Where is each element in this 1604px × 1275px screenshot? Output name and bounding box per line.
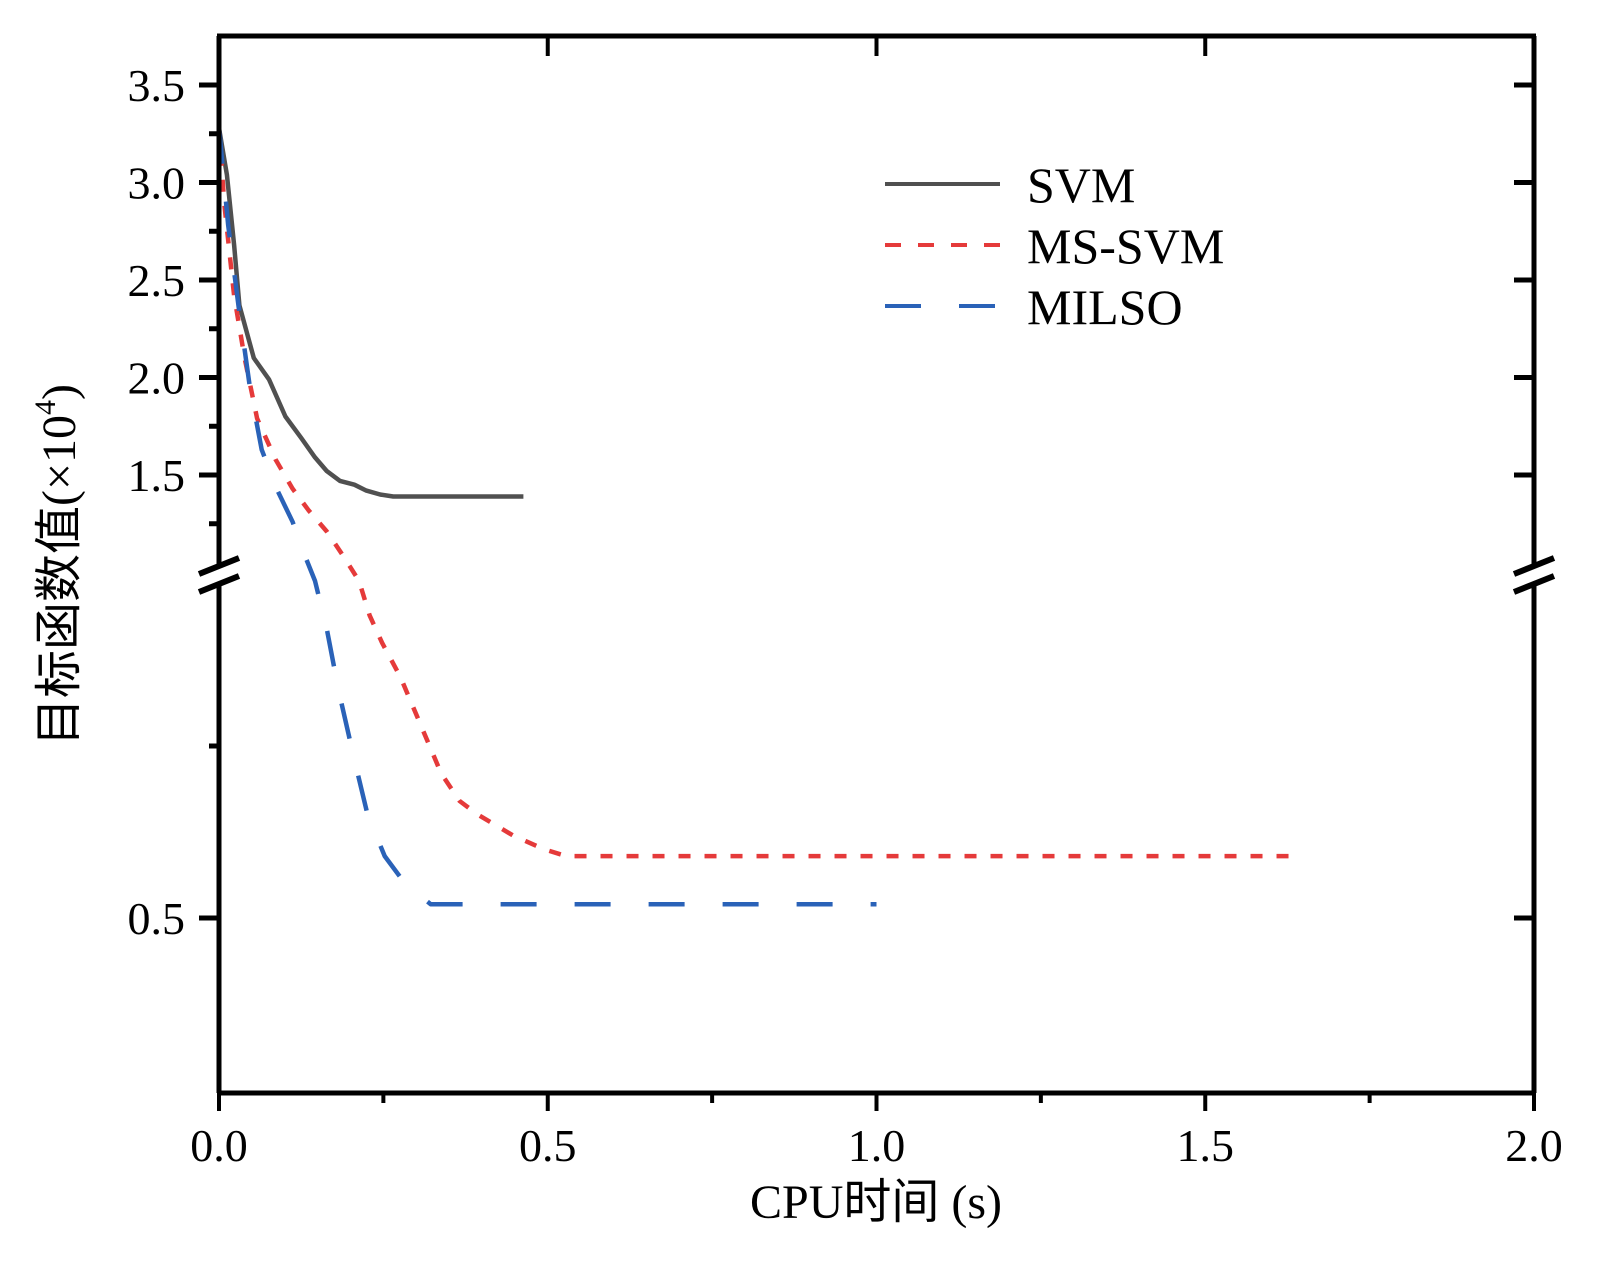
y-tick-label: 1.5: [128, 450, 186, 501]
x-tick-label: 1.5: [1177, 1120, 1235, 1171]
y-axis-title-close: ): [33, 384, 86, 400]
legend-item-ms-svm: MS-SVM: [885, 218, 1224, 274]
y-axis-title-exponent: 4: [29, 400, 62, 415]
x-tick-label: 0.5: [519, 1120, 577, 1171]
x-axis-title: CPU时间 (s): [750, 1176, 1002, 1229]
legend: SVM MS-SVM MILSO: [885, 157, 1224, 335]
y-axis-title-group: 目标函数值(×104): [29, 384, 86, 746]
y-tick-label: 2.5: [128, 255, 186, 306]
legend-label-svm: SVM: [1027, 157, 1135, 213]
y-tick-label: 2.0: [128, 353, 186, 404]
series-line-svm: [216, 127, 524, 499]
axis-break-mark-left-lower: [197, 573, 241, 595]
axis-break-mark-right-upper: [1512, 555, 1556, 577]
x-tick-label: 1.0: [848, 1120, 906, 1171]
y-tick-label: 0.5: [128, 893, 186, 944]
series-line-milso: [216, 127, 877, 907]
x-tick-label: 0.0: [190, 1120, 248, 1171]
y-tick-label: 3.0: [128, 158, 186, 209]
legend-label-milso: MILSO: [1027, 279, 1183, 335]
tick-label-layer: 0.0 0.5 1.0 1.5 2.0 1.5 2.0 2.5 3.0 3.5 0.5: [128, 60, 1563, 1171]
legend-item-svm: SVM: [885, 157, 1135, 213]
legend-item-milso: MILSO: [885, 279, 1183, 335]
axis-break-mark-left-upper: [197, 555, 241, 577]
y-tick-label: 3.5: [128, 60, 186, 111]
axes-layer: [197, 33, 1556, 1111]
y-axis-title-base: 10: [33, 415, 86, 463]
axis-break-mark-right-lower: [1512, 573, 1556, 595]
series-layer: [216, 127, 1292, 907]
legend-label-ms-svm: MS-SVM: [1027, 218, 1224, 274]
y-axis-title-times: ×: [33, 463, 86, 490]
x-tick-label: 2.0: [1505, 1120, 1563, 1171]
y-axis-title-main: 目标函数值(: [33, 490, 86, 746]
y-axis-title: 目标函数值(×104): [29, 384, 86, 746]
series-line-ms-svm: [216, 127, 1292, 859]
